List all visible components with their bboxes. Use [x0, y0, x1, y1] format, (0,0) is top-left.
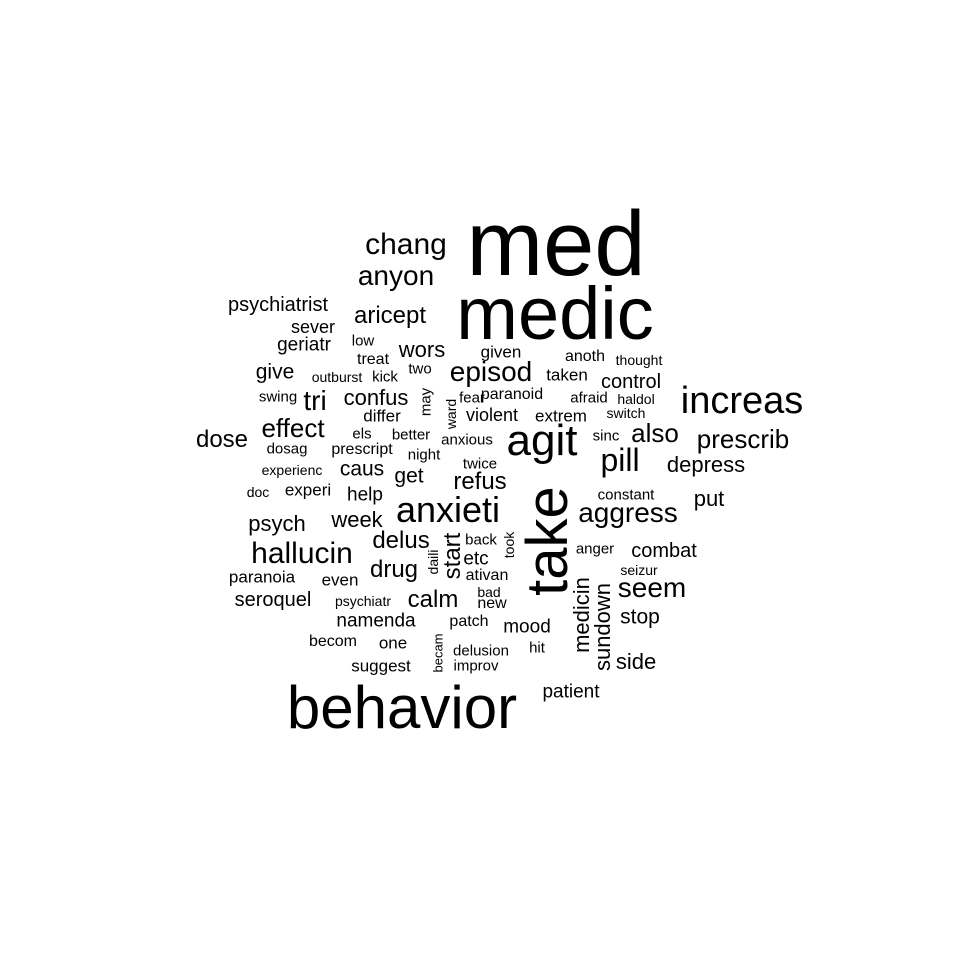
word-seroquel: seroquel — [234, 589, 312, 611]
word-daili: daili — [425, 549, 441, 575]
word-effect: effect — [261, 413, 325, 443]
word-mood: mood — [503, 616, 551, 638]
word-med: med — [466, 193, 646, 295]
word-episod: episod — [449, 356, 533, 387]
word-twice: twice — [462, 455, 498, 473]
word-anoth: anoth — [564, 348, 606, 365]
word-increas: increas — [680, 380, 804, 422]
word-night: night — [407, 446, 441, 464]
word-treat: treat — [356, 351, 390, 368]
word-even: even — [321, 570, 359, 590]
word-medic: medic — [456, 272, 654, 355]
word-chang: chang — [365, 228, 447, 261]
word-violent: violent — [465, 405, 519, 425]
word-bad: bad — [477, 584, 501, 600]
word-confus: confus — [343, 385, 409, 410]
word-patient: patient — [542, 681, 600, 703]
word-given: given — [480, 342, 522, 362]
word-etc: etc — [463, 548, 489, 570]
word-dose: dose — [195, 426, 249, 453]
word-get: get — [394, 464, 424, 488]
word-agit: agit — [506, 416, 578, 465]
word-seem: seem — [617, 572, 687, 603]
word-aricept: aricept — [353, 302, 427, 329]
word-one: one — [378, 633, 408, 653]
word-kick: kick — [372, 368, 398, 386]
word-combat: combat — [631, 540, 697, 562]
word-took: took — [501, 531, 517, 559]
word-low: low — [351, 332, 375, 350]
word-stop: stop — [620, 605, 660, 629]
word-anyon: anyon — [357, 260, 435, 291]
word-control: control — [600, 371, 662, 393]
word-thought: thought — [615, 352, 663, 368]
word-improv: improv — [453, 657, 499, 675]
word-experienc: experienc — [261, 462, 323, 478]
word-psychiatrist: psychiatrist — [227, 294, 329, 316]
word-sundown: sundown — [590, 582, 615, 672]
word-week: week — [331, 507, 383, 532]
word-drug: drug — [369, 556, 419, 583]
word-paranoid: paranoid — [480, 386, 544, 403]
word-two: two — [408, 360, 432, 378]
word-differ: differ — [363, 406, 401, 426]
word-put: put — [693, 486, 725, 511]
word-dosag: dosag — [266, 440, 308, 458]
word-anxieti: anxieti — [395, 489, 501, 530]
word-help: help — [347, 484, 383, 506]
word-experi: experi — [284, 480, 332, 500]
word-sinc: sinc — [592, 427, 620, 445]
word-behavior: behavior — [286, 674, 518, 741]
word-patch: patch — [449, 613, 489, 630]
word-prescript: prescript — [331, 441, 393, 458]
word-new: new — [477, 595, 507, 612]
word-ativan: ativan — [465, 567, 509, 584]
word-afraid: afraid — [570, 389, 608, 407]
word-wors: wors — [398, 337, 446, 362]
word-fear: fear — [459, 389, 485, 407]
word-tri: tri — [303, 385, 327, 416]
word-pill: pill — [600, 442, 640, 478]
word-becam: becam — [430, 633, 446, 673]
word-anxious: anxious — [441, 431, 493, 449]
word-haldol: haldol — [617, 391, 655, 407]
word-hallucin: hallucin — [251, 537, 353, 570]
word-sever: sever — [290, 317, 336, 337]
word-depress: depress — [666, 452, 746, 477]
word-delusion: delusion — [453, 642, 509, 660]
word-also: also — [631, 418, 679, 448]
word-refus: refus — [453, 468, 507, 495]
word-prescrib: prescrib — [696, 424, 790, 454]
word-back: back — [465, 531, 497, 549]
word-doc: doc — [246, 484, 270, 500]
word-may: may — [417, 387, 435, 417]
word-namenda: namenda — [336, 610, 416, 632]
word-hit: hit — [529, 639, 545, 657]
word-psych: psych — [248, 511, 306, 536]
word-side: side — [615, 649, 657, 674]
word-give: give — [255, 360, 295, 384]
word-suggest: suggest — [351, 656, 411, 676]
word-swing: swing — [258, 388, 298, 406]
word-taken: taken — [546, 365, 588, 385]
word-delus: delus — [372, 527, 430, 554]
word-seizur: seizur — [620, 562, 658, 578]
word-better: better — [391, 426, 431, 444]
word-calm: calm — [407, 586, 459, 613]
word-caus: caus — [339, 457, 385, 481]
word-ward: ward — [443, 398, 459, 430]
word-geriatr: geriatr — [277, 334, 331, 356]
word-constant: constant — [597, 486, 655, 504]
word-anger: anger — [575, 540, 615, 558]
word-extrem: extrem — [535, 406, 587, 426]
word-becom: becom — [308, 633, 358, 650]
word-aggress: aggress — [578, 497, 678, 528]
word-switch: switch — [606, 405, 646, 421]
word-start: start — [439, 532, 466, 580]
word-outburst: outburst — [311, 369, 363, 385]
word-els: els — [352, 425, 372, 443]
word-psychiatr: psychiatr — [334, 593, 392, 609]
word-paranoia: paranoia — [228, 567, 296, 587]
